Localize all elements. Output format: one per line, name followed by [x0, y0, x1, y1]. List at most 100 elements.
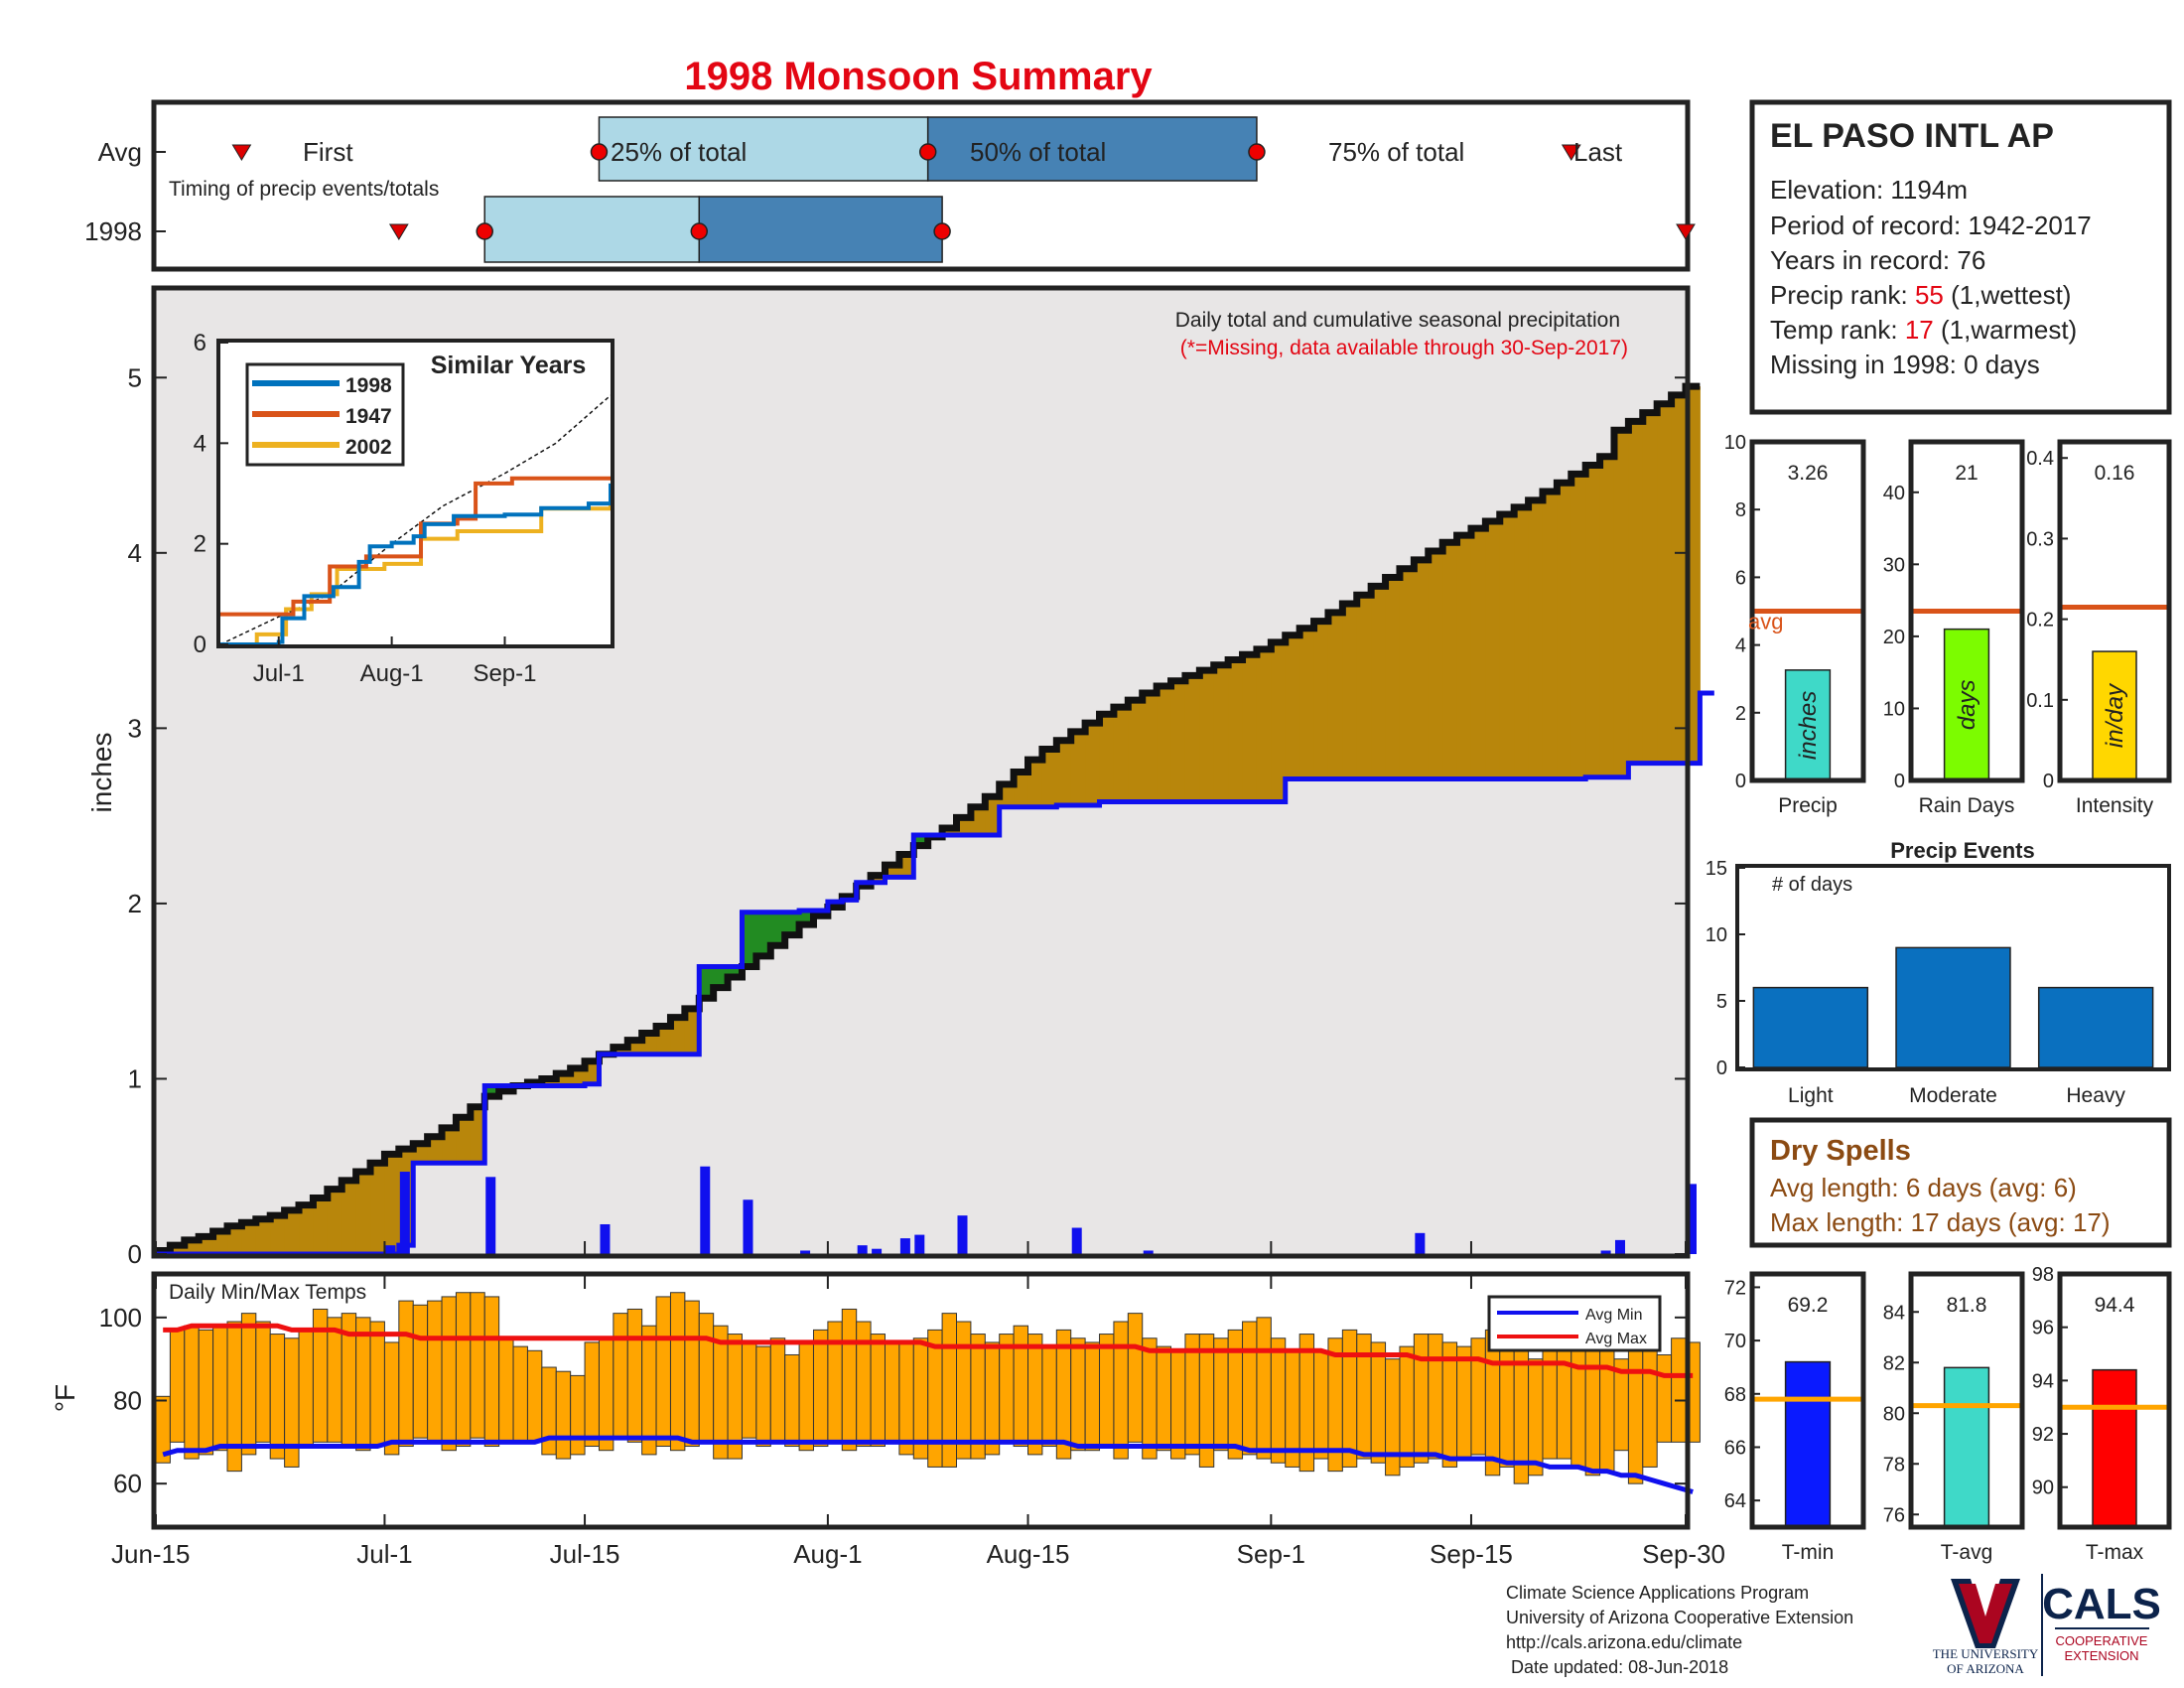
t-max-bar [2092, 1368, 2137, 1528]
daily-temp-range-bar [741, 1341, 757, 1439]
footer: Climate Science Applications Program Uni… [1506, 1574, 2161, 1677]
daily-temp-range-bar [755, 1345, 771, 1448]
dry-spells-title: Dry Spells [1770, 1135, 1911, 1167]
inset-xtick-label: Jul-1 [253, 660, 305, 687]
station-years: Years in record: 76 [1770, 245, 1985, 275]
precip-diff-fill [1142, 693, 1158, 802]
ua-logo-top: THE UNIVERSITY [1933, 1646, 2039, 1661]
xtick-label: Jun-15 [111, 1539, 191, 1569]
precip-diff-fill [1014, 772, 1029, 807]
daily-precip-bar [1143, 1250, 1154, 1254]
precip-events-ytick-label: 5 [1716, 991, 1727, 1013]
rain-days-label: Rain Days [1919, 794, 2015, 817]
precip-diff-fill [1528, 499, 1544, 779]
t-min-value-text: 69.2 [1788, 1294, 1829, 1317]
footer-line-1: Climate Science Applications Program [1506, 1583, 1809, 1603]
daily-temp-range-bar [641, 1325, 657, 1456]
seasonal-stats-bars: 0 2 4 6 8 10 3.26 Precip inches avg 0 10 20 30 40 21 Rai… [1724, 432, 2172, 817]
daily-temp-range-bar [298, 1329, 314, 1448]
daily-temp-range-bar [713, 1325, 729, 1460]
t-avg-bar [1943, 1366, 1990, 1528]
dry-spells-frame [1749, 1117, 2172, 1248]
precip-ytick-label: 2 [1735, 703, 1746, 725]
inset-series-1947 [220, 476, 611, 617]
timing-box-50-75-y1998 [698, 196, 943, 263]
daily-temp-range-bar [1055, 1329, 1072, 1460]
daily-temp-range-bar [1027, 1334, 1043, 1456]
daily-temp-range-bar [626, 1308, 643, 1443]
precip-diff-fill [1470, 528, 1486, 779]
daily-precip-bar [743, 1199, 753, 1254]
precip-diff-fill [641, 1033, 657, 1055]
precip-panel-frame [1749, 439, 1866, 783]
intensity-ytick-label: 0.4 [2026, 448, 2054, 470]
daily-temp-range-bar [827, 1321, 843, 1443]
daily-temp-range-bar [1084, 1341, 1101, 1452]
daily-precip-bar [600, 1223, 611, 1254]
intensity-bar [2092, 650, 2137, 781]
daily-temp-range-bar [1142, 1337, 1158, 1460]
precip-diff-fill [1256, 648, 1272, 802]
t-min-ytick-label: 68 [1724, 1384, 1746, 1406]
precip-diff-fill [728, 966, 743, 978]
precip-diff-fill [1557, 483, 1572, 779]
cals-logo: CALS COOPERATIVE EXTENSION [2042, 1580, 2161, 1663]
daily-temp-range-bar [355, 1317, 371, 1452]
precip-ytick-label: 6 [1735, 567, 1746, 589]
timing-marker-p25-y1998 [476, 222, 493, 240]
t-avg-ytick-label: 76 [1883, 1504, 1905, 1526]
rain-days-ytick-label: 30 [1883, 554, 1905, 576]
intensity-unit-label: in/day [2102, 682, 2128, 748]
xtick-label: Aug-1 [793, 1539, 862, 1569]
timing-marker-p50-y1998 [690, 222, 709, 240]
precip-diff-fill [1356, 595, 1372, 779]
station-period: Period of record: 1942-2017 [1770, 211, 2092, 240]
inset-xtick-label: Aug-1 [360, 660, 424, 687]
precip-ytick-label: 0 [1735, 771, 1746, 792]
precip-diff-fill [1070, 731, 1086, 806]
daily-precip-bar [914, 1234, 925, 1254]
daily-temp-range-bar [512, 1345, 528, 1443]
daily-precip-bar [700, 1166, 711, 1254]
main-ytick-label: 5 [128, 362, 142, 392]
daily-temp-range-bar [269, 1334, 286, 1460]
precip-diff-fill [1428, 551, 1443, 779]
inset-title: Similar Years [431, 352, 587, 379]
precip-diff-fill [1313, 621, 1329, 779]
timing-triangle-first-avg [231, 144, 252, 161]
daily-temp-range-bar [669, 1292, 686, 1452]
daily-temp-range-bar [1671, 1337, 1687, 1443]
rain-days-panel-frame [1908, 439, 2025, 783]
precip-diff-fill [541, 1078, 557, 1086]
timing-marker-p25-avg [590, 143, 609, 161]
daily-temp-range-bar [956, 1321, 972, 1460]
daily-temp-range-bar [999, 1334, 1015, 1443]
temps-title: Daily Min/Max Temps [169, 1281, 366, 1304]
rain-days-ytick-label: 10 [1883, 698, 1905, 720]
daily-temp-range-bar [198, 1329, 214, 1456]
inset-series-2002 [220, 503, 613, 646]
precip-diff-fill [1671, 394, 1687, 764]
station-frame [1749, 99, 2172, 415]
precip-diff-fill [871, 875, 886, 883]
precip-diff-fill [1085, 723, 1101, 806]
legend-label-1998: 1998 [345, 374, 392, 397]
daily-temp-range-bar [812, 1329, 829, 1448]
precip-diff-fill [1499, 513, 1515, 779]
daily-precip-bar [1614, 1239, 1625, 1254]
t-max-label: T-max [2086, 1541, 2144, 1564]
timing-panel: Avg 1998 Timing of precip events/totals … [84, 99, 1696, 272]
timing-marker-p50-avg [918, 143, 937, 161]
daily-temp-range-bar [1070, 1337, 1086, 1452]
temps-y-axis: 60 80 100 [99, 1303, 1688, 1498]
t-max-panel-frame [2057, 1271, 2172, 1530]
daily-temp-range-bar [684, 1300, 700, 1448]
t-avg-ytick-label: 80 [1883, 1403, 1905, 1425]
precip-diff-fill [1456, 535, 1472, 779]
daily-temp-range-bar [526, 1349, 543, 1443]
daily-temp-range-bar [1413, 1334, 1430, 1464]
precip-rank-value: 55 [1915, 280, 1944, 310]
daily-temp-range-bar [1528, 1358, 1544, 1477]
daily-temp-range-bar [1270, 1337, 1287, 1464]
